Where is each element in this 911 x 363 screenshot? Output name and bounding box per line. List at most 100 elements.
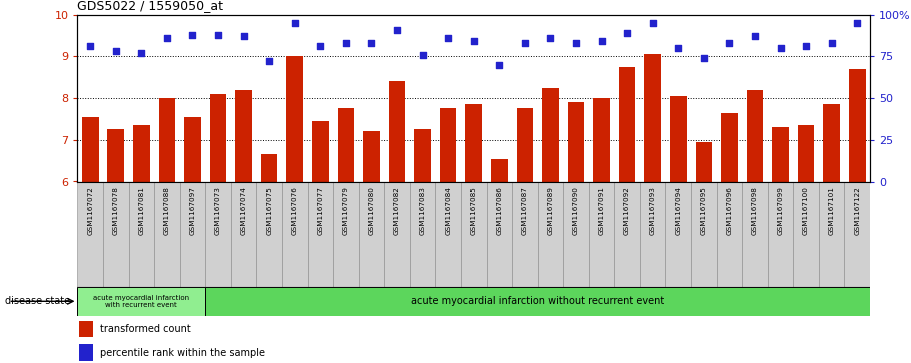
- Text: GSM1167085: GSM1167085: [471, 186, 476, 234]
- Bar: [517, 109, 533, 182]
- Point: [799, 43, 814, 49]
- Bar: [338, 109, 354, 182]
- Point: [236, 33, 251, 39]
- Text: GSM1167072: GSM1167072: [87, 186, 93, 234]
- Bar: [205, 287, 870, 316]
- Point: [697, 55, 711, 61]
- Point: [773, 45, 788, 51]
- Bar: [644, 54, 661, 182]
- Text: GSM1167074: GSM1167074: [241, 186, 247, 234]
- Point: [415, 52, 430, 57]
- Text: acute myocardial infarction without recurrent event: acute myocardial infarction without recu…: [411, 296, 664, 306]
- Bar: [798, 125, 814, 182]
- Text: GSM1167098: GSM1167098: [752, 186, 758, 234]
- Point: [108, 48, 123, 54]
- Bar: [773, 127, 789, 182]
- Text: GSM1167079: GSM1167079: [343, 186, 349, 234]
- Point: [619, 30, 634, 36]
- Text: GSM1167075: GSM1167075: [266, 186, 272, 234]
- Bar: [717, 182, 742, 287]
- Text: GSM1167094: GSM1167094: [675, 186, 681, 234]
- Text: acute myocardial infarction
with recurrent event: acute myocardial infarction with recurre…: [93, 295, 189, 308]
- Point: [594, 38, 609, 44]
- Bar: [133, 125, 149, 182]
- Text: GSM1167097: GSM1167097: [189, 186, 196, 234]
- Bar: [82, 117, 98, 182]
- Bar: [77, 287, 205, 316]
- Text: disease state: disease state: [5, 296, 69, 306]
- Bar: [640, 182, 665, 287]
- Point: [850, 20, 865, 26]
- Bar: [824, 104, 840, 182]
- Text: GSM1167076: GSM1167076: [292, 186, 298, 234]
- Text: GSM1167088: GSM1167088: [164, 186, 170, 234]
- Bar: [614, 182, 640, 287]
- Point: [390, 26, 404, 32]
- Bar: [849, 69, 865, 182]
- Text: GSM1167096: GSM1167096: [726, 186, 732, 234]
- Text: GSM1167090: GSM1167090: [573, 186, 579, 234]
- Point: [159, 35, 174, 41]
- Point: [210, 32, 225, 37]
- Bar: [363, 131, 380, 182]
- Point: [83, 43, 97, 49]
- Text: percentile rank within the sample: percentile rank within the sample: [99, 348, 264, 358]
- Text: GSM1167077: GSM1167077: [317, 186, 323, 234]
- Bar: [695, 142, 712, 182]
- Point: [185, 32, 200, 37]
- Bar: [261, 154, 278, 182]
- Bar: [359, 182, 384, 287]
- Bar: [205, 182, 230, 287]
- Bar: [79, 321, 93, 337]
- Point: [441, 35, 456, 41]
- Bar: [768, 182, 793, 287]
- Bar: [722, 113, 738, 182]
- Text: GSM1167099: GSM1167099: [777, 186, 783, 234]
- Bar: [159, 98, 175, 182]
- Point: [313, 43, 328, 49]
- Text: GDS5022 / 1559050_at: GDS5022 / 1559050_at: [77, 0, 223, 12]
- Point: [261, 58, 276, 64]
- Bar: [691, 182, 717, 287]
- Point: [568, 40, 583, 46]
- Bar: [466, 104, 482, 182]
- Bar: [589, 182, 614, 287]
- Bar: [665, 182, 691, 287]
- Bar: [415, 129, 431, 182]
- Text: GSM1167087: GSM1167087: [522, 186, 527, 234]
- Text: GSM1167078: GSM1167078: [113, 186, 118, 234]
- Text: GSM1167095: GSM1167095: [701, 186, 707, 234]
- Bar: [79, 344, 93, 361]
- Bar: [256, 182, 282, 287]
- Bar: [486, 182, 512, 287]
- Bar: [410, 182, 435, 287]
- Bar: [568, 102, 584, 182]
- Text: GSM1167082: GSM1167082: [394, 186, 400, 234]
- Bar: [742, 182, 768, 287]
- Bar: [384, 182, 410, 287]
- Bar: [312, 121, 329, 182]
- Point: [364, 40, 379, 46]
- Point: [748, 33, 763, 39]
- Text: GSM1167086: GSM1167086: [496, 186, 502, 234]
- Bar: [844, 182, 870, 287]
- Bar: [537, 182, 563, 287]
- Text: GSM1167093: GSM1167093: [650, 186, 656, 234]
- Point: [671, 45, 686, 51]
- Bar: [563, 182, 589, 287]
- Bar: [435, 182, 461, 287]
- Bar: [512, 182, 537, 287]
- Bar: [230, 182, 256, 287]
- Bar: [282, 182, 308, 287]
- Text: GSM1167101: GSM1167101: [829, 186, 834, 234]
- Bar: [184, 117, 200, 182]
- Point: [722, 40, 737, 46]
- Bar: [747, 90, 763, 182]
- Bar: [103, 182, 128, 287]
- Bar: [461, 182, 486, 287]
- Text: GSM1167083: GSM1167083: [420, 186, 425, 234]
- Bar: [793, 182, 819, 287]
- Bar: [286, 56, 303, 182]
- Bar: [819, 182, 844, 287]
- Point: [492, 62, 507, 68]
